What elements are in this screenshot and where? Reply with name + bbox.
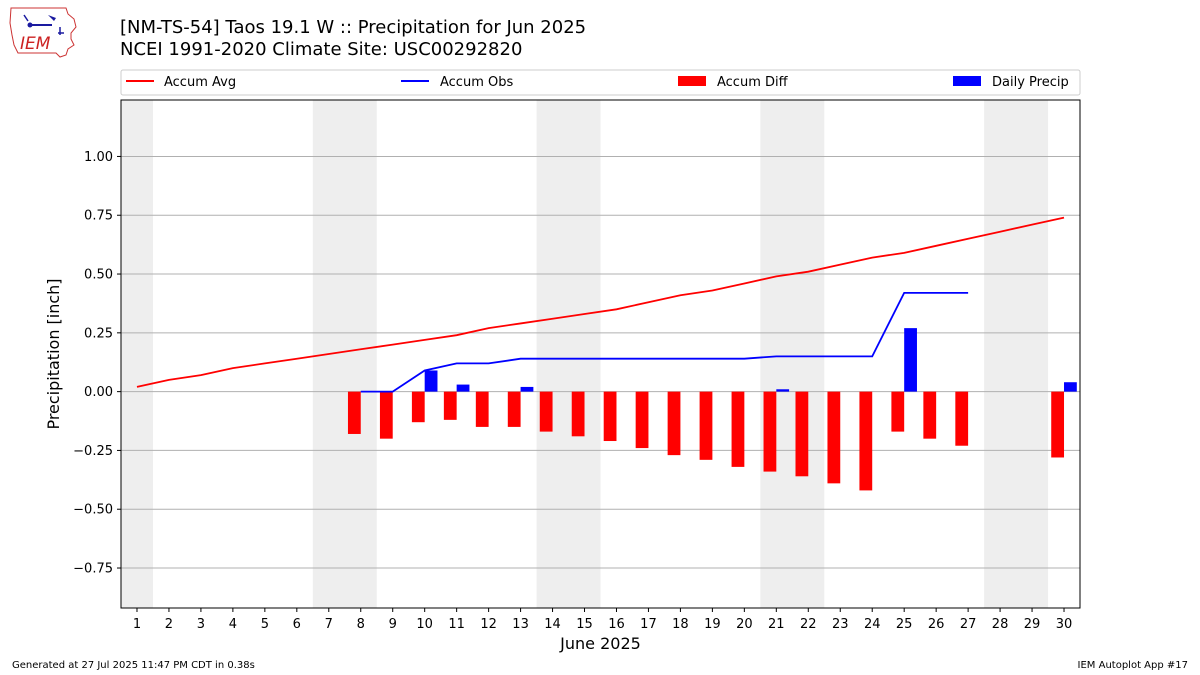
x-tick-label: 27 [960, 617, 977, 632]
y-tick-label: −0.75 [73, 562, 113, 577]
x-tick-label: 24 [864, 617, 881, 632]
accum-avg-line [136, 216, 1065, 388]
accum-diff-bar [603, 391, 617, 442]
accum-diff-bar [923, 391, 937, 439]
daily-precip-bar [520, 386, 534, 392]
x-tick-label: 22 [800, 617, 817, 632]
x-tick-label: 11 [448, 617, 465, 632]
accum-obs-line [360, 291, 969, 393]
daily-precip-bar [776, 389, 790, 392]
accum-diff-bar [379, 391, 393, 439]
x-tick-label: 16 [608, 617, 625, 632]
x-tick-label: 13 [512, 617, 529, 632]
legend-daily-precip-label: Daily Precip [992, 75, 1069, 90]
x-tick-label: 19 [704, 617, 721, 632]
x-tick-label: 9 [389, 617, 397, 632]
y-axis-label: Precipitation [inch] [44, 278, 63, 429]
x-tick-label: 5 [261, 617, 269, 632]
accum-diff-bar [475, 391, 489, 427]
x-tick-label: 26 [928, 617, 945, 632]
x-axis-label: June 2025 [559, 634, 641, 653]
plot-frame [120, 99, 1081, 609]
series-lines [136, 216, 1065, 393]
accum-diff-bar [827, 391, 841, 484]
weekend-shading [121, 100, 1049, 608]
legend-frame [120, 69, 1081, 96]
x-tick-label: 4 [229, 617, 237, 632]
accum-diff-bar [795, 391, 809, 477]
chart-subtitle: NCEI 1991-2020 Climate Site: USC00292820 [120, 39, 523, 60]
x-tick-label: 30 [1056, 617, 1073, 632]
x-tick-label: 6 [293, 617, 301, 632]
y-tick-label: 0.25 [84, 326, 113, 341]
weekend-band [121, 100, 153, 608]
accum-diff-bar [347, 391, 361, 434]
accum-diff-bar [955, 391, 969, 446]
accum-diff-bar [411, 391, 425, 423]
weekend-band [536, 100, 601, 608]
x-tick-label: 15 [576, 617, 593, 632]
daily-precip-bar [904, 328, 917, 392]
weekend-band [312, 100, 377, 608]
y-axis-ticks: −0.75 −0.50 −0.25 0.00 0.25 0.50 0.75 1.00 [73, 150, 121, 577]
y-tick-label: 0.00 [84, 385, 113, 400]
weekend-band [760, 100, 825, 608]
accum-diff-bar [731, 391, 745, 467]
legend-accum-diff-swatch [678, 76, 706, 86]
accum-diff-bar [1051, 391, 1065, 458]
x-tick-label: 12 [480, 617, 497, 632]
accum-diff-bar [859, 391, 873, 491]
x-tick-label: 17 [640, 617, 657, 632]
y-tick-label: −0.50 [73, 503, 113, 518]
x-tick-label: 10 [416, 617, 433, 632]
accum-diff-bar [763, 391, 777, 472]
legend-accum-diff-label: Accum Diff [717, 75, 789, 90]
logo-text: IEM [20, 34, 51, 54]
x-tick-label: 25 [896, 617, 913, 632]
x-tick-label: 14 [544, 617, 561, 632]
legend-accum-obs-label: Accum Obs [440, 75, 513, 90]
accum-diff-bar [539, 391, 553, 432]
x-tick-label: 18 [672, 617, 689, 632]
accum-diff-bar [699, 391, 713, 460]
x-tick-label: 2 [165, 617, 173, 632]
y-tick-label: 0.75 [84, 209, 113, 224]
y-tick-label: −0.25 [73, 444, 113, 459]
accum-diff-bar [891, 391, 905, 432]
generated-note: Generated at 27 Jul 2025 11:47 PM CDT in… [12, 660, 255, 671]
accum-diff-bar [443, 391, 457, 420]
accum-diff-bar [507, 391, 521, 427]
daily-precip-bar [456, 384, 470, 392]
x-tick-label: 7 [325, 617, 333, 632]
x-tick-label: 8 [357, 617, 365, 632]
legend-daily-precip-swatch [953, 76, 981, 86]
bars [347, 328, 1077, 491]
y-tick-label: 0.50 [84, 268, 113, 283]
accum-diff-bar [571, 391, 585, 437]
chart-title: [NM-TS-54] Taos 19.1 W :: Precipitation … [120, 17, 587, 38]
y-tick-label: 1.00 [84, 150, 113, 165]
x-tick-label: 28 [992, 617, 1009, 632]
x-tick-label: 21 [768, 617, 785, 632]
x-tick-label: 23 [832, 617, 849, 632]
x-axis-ticks: 1 2 3 4 5 6 7 8 9 10 11 12 13 14 15 16 17 18 19 20 21 22 23 24 2… [133, 608, 1072, 632]
legend: Accum Avg Accum Obs Accum Diff Daily Pre… [120, 69, 1081, 96]
legend-accum-avg-label: Accum Avg [164, 75, 236, 90]
app-note: IEM Autoplot App #17 [1077, 660, 1188, 671]
x-tick-label: 1 [133, 617, 141, 632]
daily-precip-bar [424, 370, 438, 392]
x-tick-label: 20 [736, 617, 753, 632]
grid-lines [121, 155, 1080, 569]
accum-diff-bar [667, 391, 681, 456]
x-tick-label: 29 [1024, 617, 1041, 632]
weekend-band [984, 100, 1049, 608]
daily-precip-bar [1064, 382, 1077, 392]
iem-logo: IEM [8, 5, 80, 59]
x-tick-label: 3 [197, 617, 205, 632]
accum-diff-bar [635, 391, 649, 449]
